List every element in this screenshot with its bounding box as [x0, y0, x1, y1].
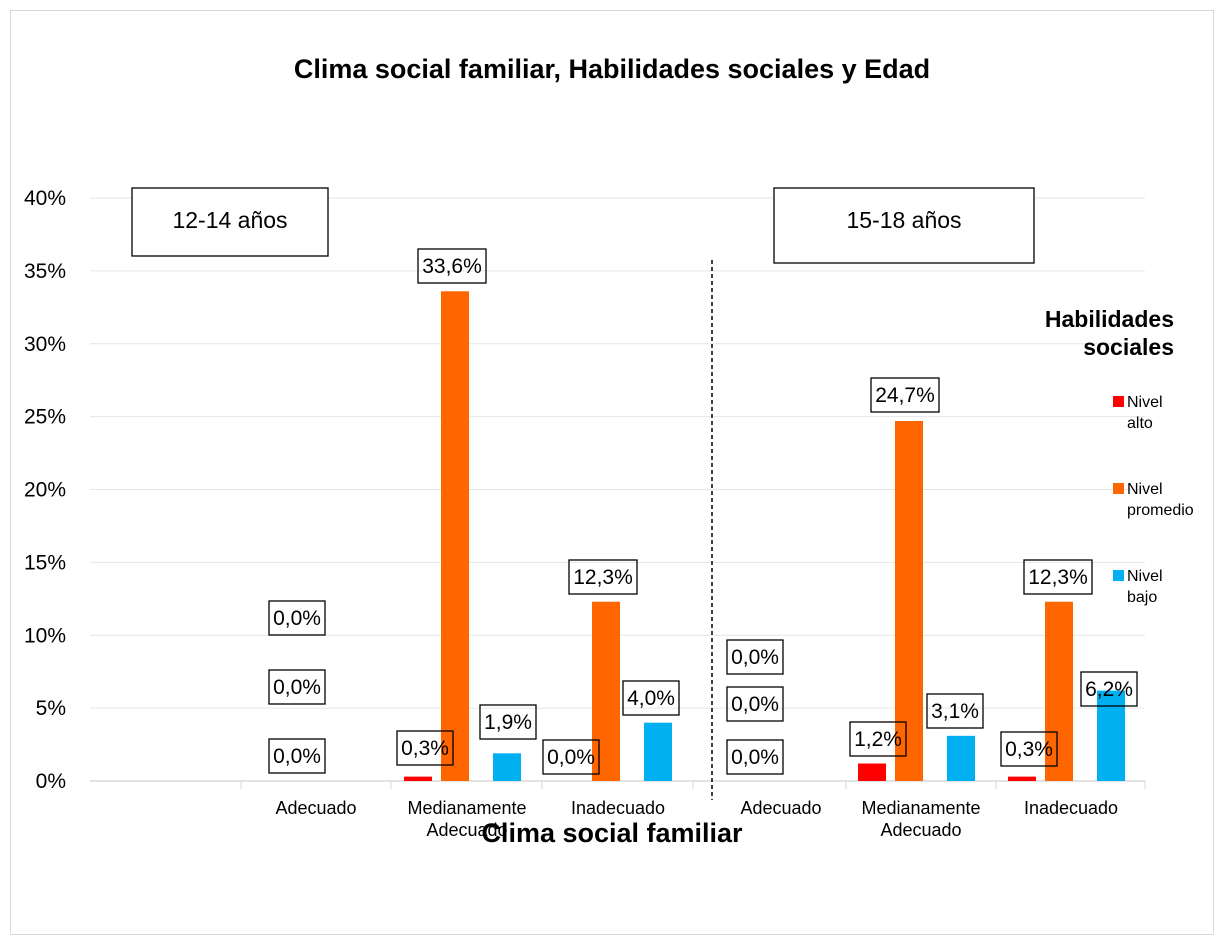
- category-label-line: Adecuado: [426, 820, 507, 840]
- data-label-box: [1000, 731, 1058, 767]
- legend-label-line: promedio: [1127, 502, 1194, 519]
- data-label: 0,0%: [547, 746, 595, 769]
- data-label: 1,9%: [484, 711, 532, 734]
- bar: [947, 735, 975, 781]
- data-label-box: [849, 721, 907, 757]
- bar: [441, 291, 469, 781]
- data-label-box: [1080, 671, 1138, 707]
- y-tick-label: 30%: [24, 333, 66, 356]
- data-label-box: [268, 600, 326, 636]
- legend-label-line: Nivel: [1127, 481, 1163, 498]
- legend-swatch: [1113, 396, 1124, 407]
- chart-title: Clima social familiar, Habilidades socia…: [294, 54, 930, 84]
- category-label: Medianamente Adecuado: [861, 798, 980, 840]
- bar: [895, 420, 923, 781]
- data-label: 0,0%: [273, 745, 321, 768]
- bar: [493, 753, 521, 781]
- category-label: Medianamente Adecuado: [407, 798, 526, 840]
- y-tick-label: 25%: [24, 406, 66, 429]
- group-label-box: [131, 187, 329, 257]
- data-label: 0,0%: [273, 607, 321, 630]
- data-label-box: [268, 738, 326, 774]
- data-label-box: [622, 680, 680, 716]
- x-axis-title: Clima social familiar: [481, 818, 743, 848]
- legend-label: Nivel promedio: [1127, 481, 1194, 519]
- y-tick-label: 15%: [24, 551, 66, 574]
- group-label: 12-14 años: [172, 207, 287, 233]
- data-label: 0,0%: [731, 646, 779, 669]
- bars: [404, 291, 1125, 781]
- data-label: 0,0%: [731, 746, 779, 769]
- data-label: 0,0%: [731, 693, 779, 716]
- bar: [592, 601, 620, 781]
- y-tick-label: 0%: [36, 770, 66, 793]
- data-label-box: [417, 248, 487, 284]
- data-label: 24,7%: [875, 384, 935, 407]
- data-labels: 0,0% 0,3% 0,0% 0,0% 1,2% 0,3% 0,0% 33,6% 12,3% 0,…: [268, 248, 1138, 775]
- category-label-line: Medianamente: [407, 798, 526, 818]
- legend-label: Nivel alto: [1127, 394, 1163, 432]
- data-label-box: [726, 686, 784, 722]
- legend-label: Nivel bajo: [1127, 568, 1163, 606]
- data-label-box: [870, 377, 940, 413]
- data-label: 3,1%: [931, 700, 979, 723]
- data-label: 12,3%: [1028, 566, 1088, 589]
- bar: [404, 776, 432, 781]
- bar: [858, 763, 886, 781]
- group-label: 15-18 años: [846, 207, 961, 233]
- data-label: 33,6%: [422, 255, 482, 278]
- category-label: Inadecuado: [571, 798, 665, 818]
- legend: Habilidades sociales Nivel alto Nivel promedi…: [1045, 306, 1194, 606]
- bar: [1097, 690, 1125, 781]
- legend-title-line: Habilidades: [1045, 306, 1174, 332]
- data-label-box: [268, 669, 326, 705]
- data-label: 0,3%: [1005, 738, 1053, 761]
- data-label-box: [1023, 559, 1093, 595]
- data-label: 12,3%: [573, 566, 633, 589]
- bar: [1008, 776, 1036, 781]
- group-label-box: [773, 187, 1035, 264]
- data-label-box: [396, 730, 454, 766]
- category-label-line: Adecuado: [880, 820, 961, 840]
- data-label-box: [542, 739, 600, 775]
- data-label-box: [479, 704, 537, 740]
- legend-swatch: [1113, 570, 1124, 581]
- data-label: 1,2%: [854, 728, 902, 751]
- legend-title-line: sociales: [1083, 334, 1174, 360]
- category-label: Adecuado: [275, 798, 356, 818]
- y-tick-label: 10%: [24, 624, 66, 647]
- y-tick-label: 20%: [24, 479, 66, 502]
- bar: [644, 722, 672, 781]
- legend-label-line: Nivel: [1127, 568, 1163, 585]
- y-tick-label: 5%: [36, 697, 66, 720]
- legend-label-line: alto: [1127, 415, 1153, 432]
- y-tick-label: 40%: [24, 187, 66, 210]
- y-tick-label: 35%: [24, 260, 66, 283]
- data-label: 6,2%: [1085, 678, 1133, 701]
- legend-label-line: bajo: [1127, 589, 1157, 606]
- data-label-box: [568, 559, 638, 595]
- axes: 0% 5% 10% 15% 20% 25% 30% 35% 40%: [24, 187, 1146, 800]
- data-label-box: [926, 693, 984, 729]
- data-label: 4,0%: [627, 687, 675, 710]
- legend-swatch: [1113, 483, 1124, 494]
- data-label: 0,3%: [401, 737, 449, 760]
- bar: [1045, 601, 1073, 781]
- category-label-line: Medianamente: [861, 798, 980, 818]
- data-label: 0,0%: [273, 676, 321, 699]
- legend-label-line: Nivel: [1127, 394, 1163, 411]
- category-label: Inadecuado: [1024, 798, 1118, 818]
- data-label-box: [726, 639, 784, 675]
- category-label: Adecuado: [740, 798, 821, 818]
- chart-frame: [10, 10, 1214, 935]
- group-labels: 12-14 años 15-18 años: [131, 187, 1035, 264]
- data-label-box: [726, 739, 784, 775]
- legend-title: Habilidades sociales: [1045, 306, 1174, 360]
